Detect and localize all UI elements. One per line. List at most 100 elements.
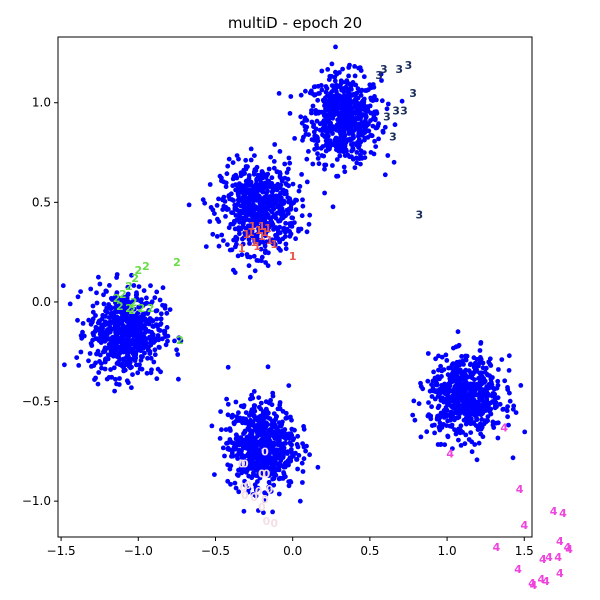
data-point (225, 401, 231, 407)
data-point (505, 414, 510, 420)
data-point (316, 91, 321, 96)
data-point (268, 237, 273, 243)
data-point (332, 78, 338, 84)
digit-label-4: 4 (520, 519, 528, 532)
data-point (270, 188, 276, 194)
data-point (276, 218, 281, 224)
data-point (439, 354, 445, 360)
data-point (266, 166, 272, 172)
blue-points-layer (60, 44, 528, 516)
y-tick-label: 0.5 (32, 195, 51, 209)
data-point (439, 423, 445, 428)
data-point (334, 82, 339, 88)
data-point (304, 229, 310, 235)
data-point (88, 321, 94, 327)
data-point (97, 359, 102, 364)
data-point (265, 228, 271, 233)
data-point (275, 425, 280, 431)
data-point (280, 187, 286, 193)
data-point (343, 116, 349, 121)
digit-label-2: 2 (131, 272, 139, 285)
data-point (451, 369, 456, 374)
data-point (256, 258, 261, 263)
data-point (102, 358, 108, 364)
data-point (208, 205, 214, 210)
data-point (350, 128, 356, 134)
data-point (478, 372, 484, 378)
data-point (263, 399, 269, 405)
x-tick-label: 0.5 (360, 544, 379, 558)
data-point (362, 150, 367, 156)
data-point (156, 344, 162, 350)
data-point (129, 272, 134, 278)
digit-label-4: 4 (559, 507, 567, 520)
data-point (126, 304, 132, 310)
data-point (127, 315, 133, 321)
data-point (107, 306, 113, 311)
data-point (477, 348, 483, 353)
data-point (302, 115, 308, 121)
data-point (134, 296, 140, 301)
data-point (146, 308, 152, 313)
data-point (176, 376, 181, 382)
data-point (283, 181, 289, 186)
data-point (130, 351, 136, 356)
digit-label-1: 1 (266, 234, 274, 247)
data-point (232, 480, 238, 486)
digit-label-4: 4 (537, 573, 545, 586)
data-point (265, 188, 270, 194)
data-point (392, 122, 398, 128)
data-point (175, 352, 181, 357)
data-point (226, 447, 232, 452)
data-point (117, 346, 123, 352)
data-point (507, 398, 513, 404)
data-point (293, 197, 298, 203)
data-point (224, 396, 230, 402)
data-point (444, 413, 450, 419)
data-point (217, 436, 223, 441)
data-point (501, 406, 506, 412)
data-point (232, 226, 238, 232)
data-point (437, 414, 443, 420)
data-point (374, 110, 380, 116)
digit-label-0: 0 (263, 515, 271, 528)
data-point (450, 446, 455, 451)
data-point (309, 108, 314, 113)
data-point (289, 215, 295, 221)
data-point (214, 234, 220, 239)
data-point (257, 201, 263, 206)
data-point (434, 382, 440, 388)
data-point (259, 462, 264, 467)
data-point (248, 417, 253, 423)
data-point (438, 363, 443, 369)
data-point (233, 213, 239, 218)
data-point (399, 98, 405, 104)
data-point (117, 336, 123, 341)
data-point (283, 246, 289, 252)
data-point (459, 354, 464, 359)
data-point (366, 128, 372, 134)
digit-label-1: 1 (243, 228, 251, 241)
data-point (242, 453, 248, 459)
data-point (247, 241, 252, 246)
data-point (270, 214, 276, 220)
data-point (133, 324, 139, 330)
data-point (284, 170, 290, 175)
data-point (335, 137, 341, 143)
data-point (435, 442, 441, 447)
data-point (145, 318, 151, 323)
data-point (248, 230, 254, 236)
data-point (328, 109, 334, 115)
data-point (255, 450, 261, 456)
data-point (75, 294, 81, 300)
data-point (425, 351, 431, 356)
data-point (323, 142, 329, 148)
digit-label-3: 3 (383, 111, 391, 124)
data-point (270, 222, 276, 227)
data-point (160, 302, 165, 308)
digit-label-0: 0 (258, 467, 266, 480)
data-point (276, 91, 282, 96)
data-point (361, 74, 367, 80)
data-point (95, 381, 101, 387)
data-point (266, 479, 272, 485)
